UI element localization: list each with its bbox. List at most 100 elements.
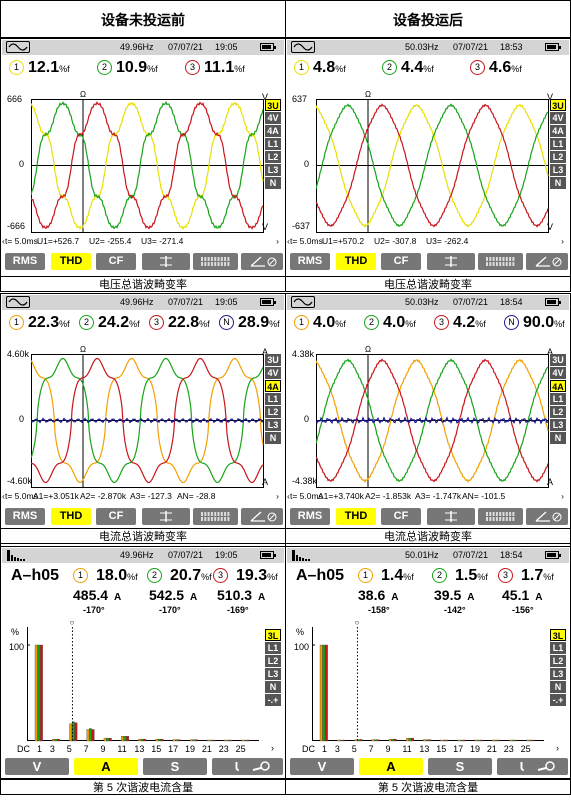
channel-button-l1[interactable]: L1 bbox=[550, 393, 566, 405]
channel-button-l2[interactable]: L2 bbox=[550, 406, 566, 418]
channel-button-l1[interactable]: L1 bbox=[265, 642, 281, 654]
channel-button-l1[interactable]: L1 bbox=[550, 642, 566, 654]
rms-button[interactable]: RMS bbox=[290, 253, 330, 270]
cursor-button[interactable] bbox=[142, 253, 190, 270]
cf-button[interactable]: CF bbox=[381, 253, 421, 270]
waveform-mode-icon[interactable] bbox=[6, 41, 30, 53]
channel-button-l2[interactable]: L2 bbox=[265, 655, 281, 667]
harmonic-order-label: A–h05 bbox=[296, 567, 345, 584]
scroll-left-arrow-icon[interactable]: ‹ bbox=[287, 236, 290, 246]
harmonics-mode-icon[interactable] bbox=[291, 549, 315, 561]
channel-button-3u[interactable]: 3U bbox=[550, 354, 566, 366]
grid-view-button[interactable] bbox=[193, 253, 238, 270]
waveform-mode-icon[interactable] bbox=[6, 296, 30, 308]
cf-button[interactable]: CF bbox=[96, 508, 136, 525]
harmonic-bar-chart bbox=[312, 627, 544, 742]
channel-button-l2[interactable]: L2 bbox=[550, 655, 566, 667]
channel-button-4v[interactable]: 4V bbox=[265, 112, 281, 124]
rms-button[interactable]: RMS bbox=[290, 508, 330, 525]
scroll-left-arrow-icon[interactable]: ‹ bbox=[287, 491, 290, 501]
channel-button-l2[interactable]: L2 bbox=[265, 151, 281, 163]
channel-button-l3[interactable]: L3 bbox=[265, 419, 281, 431]
scroll-left-arrow-icon[interactable]: ‹ bbox=[2, 236, 5, 246]
scroll-right-arrow-icon[interactable]: › bbox=[271, 743, 274, 753]
harmonic-screen-h_before: 49.96Hz 07/07/21 19:05 A–h05 1 18.0%f 2 20.7%f 3… bbox=[0, 546, 286, 779]
zoom-button[interactable] bbox=[524, 758, 568, 775]
s-mode-button[interactable]: S bbox=[428, 758, 492, 775]
cf-button[interactable]: CF bbox=[96, 253, 136, 270]
channel-button-4a[interactable]: 4A bbox=[265, 380, 281, 392]
channel-button-n[interactable]: N bbox=[550, 681, 566, 693]
zoom-button[interactable] bbox=[239, 758, 283, 775]
channel-button-4v[interactable]: 4V bbox=[265, 367, 281, 379]
channel-button-n[interactable]: N bbox=[265, 681, 281, 693]
channel-button-4a[interactable]: 4A bbox=[265, 125, 281, 137]
channel-button-4a[interactable]: 4A bbox=[550, 125, 566, 137]
channel-button-3u[interactable]: 3U bbox=[550, 99, 566, 111]
phase-angle-button[interactable] bbox=[526, 508, 568, 525]
channel-button-3u[interactable]: 3U bbox=[265, 99, 281, 111]
channel-button-3u[interactable]: 3U bbox=[265, 354, 281, 366]
thd-number: 4.0 bbox=[383, 314, 406, 331]
grid-view-button[interactable] bbox=[193, 508, 238, 525]
channel-button-l2[interactable]: L2 bbox=[550, 151, 566, 163]
harmonic-bar bbox=[138, 738, 141, 742]
channel-button-4a[interactable]: 4A bbox=[550, 380, 566, 392]
cf-button[interactable]: CF bbox=[381, 508, 421, 525]
phase-angle-button[interactable] bbox=[526, 253, 568, 270]
scroll-right-arrow-icon[interactable]: › bbox=[561, 491, 564, 501]
channel-button-l3[interactable]: L3 bbox=[550, 668, 566, 680]
cursor-button[interactable] bbox=[427, 253, 475, 270]
cursor-value-3: U3= -271.4 bbox=[141, 236, 184, 246]
grid-view-button[interactable] bbox=[478, 253, 523, 270]
cursor-button[interactable] bbox=[142, 508, 190, 525]
current-number: 485.4 bbox=[73, 587, 109, 603]
thd-button[interactable]: THD bbox=[51, 508, 91, 525]
channel-button-4v[interactable]: 4V bbox=[550, 112, 566, 124]
cursor-value-1: A1=+3.740k bbox=[318, 491, 364, 501]
channel-button-l3[interactable]: L3 bbox=[550, 164, 566, 176]
scroll-left-arrow-icon[interactable]: ‹ bbox=[2, 491, 5, 501]
rms-button[interactable]: RMS bbox=[5, 508, 45, 525]
v-mode-button[interactable]: V bbox=[5, 758, 69, 775]
channel-button-l1[interactable]: L1 bbox=[550, 138, 566, 150]
channel-button-n[interactable]: N bbox=[550, 177, 566, 189]
header-before: 设备未投运前 bbox=[0, 0, 286, 38]
channel-button-l3[interactable]: L3 bbox=[265, 668, 281, 680]
channel-button-[interactable]: -.+ bbox=[265, 694, 281, 706]
thd-unit: %f bbox=[59, 319, 70, 329]
phase-angle-button[interactable] bbox=[241, 508, 283, 525]
grid-view-button[interactable] bbox=[478, 508, 523, 525]
scroll-right-arrow-icon[interactable]: › bbox=[556, 743, 559, 753]
rms-button[interactable]: RMS bbox=[5, 253, 45, 270]
s-mode-button[interactable]: S bbox=[143, 758, 207, 775]
harmonics-mode-icon[interactable] bbox=[6, 549, 30, 561]
scroll-right-arrow-icon[interactable]: › bbox=[561, 236, 564, 246]
channel-button-l3[interactable]: L3 bbox=[550, 419, 566, 431]
a-mode-button[interactable]: A bbox=[74, 758, 138, 775]
scroll-right-arrow-icon[interactable]: › bbox=[276, 236, 279, 246]
channel-button-3l[interactable]: 3L bbox=[550, 629, 566, 641]
v-mode-button[interactable]: V bbox=[290, 758, 354, 775]
waveform-mode-icon[interactable] bbox=[291, 41, 315, 53]
channel-button-l1[interactable]: L1 bbox=[265, 393, 281, 405]
thd-button[interactable]: THD bbox=[336, 253, 376, 270]
phase-angle-button[interactable] bbox=[241, 253, 283, 270]
channel-button-l2[interactable]: L2 bbox=[265, 406, 281, 418]
cursor-button[interactable] bbox=[427, 508, 475, 525]
channel-button-4v[interactable]: 4V bbox=[550, 367, 566, 379]
channel-button-3l[interactable]: 3L bbox=[265, 629, 281, 641]
waveform-mode-icon[interactable] bbox=[291, 296, 315, 308]
a-mode-button[interactable]: A bbox=[359, 758, 423, 775]
channel-button-l3[interactable]: L3 bbox=[265, 164, 281, 176]
channel-button-n[interactable]: N bbox=[265, 177, 281, 189]
channel-button-[interactable]: -.+ bbox=[550, 694, 566, 706]
thd-button[interactable]: THD bbox=[336, 508, 376, 525]
thd-button[interactable]: THD bbox=[51, 253, 91, 270]
harmonic-bar bbox=[172, 739, 176, 742]
harmonic-bar bbox=[241, 739, 245, 742]
scroll-right-arrow-icon[interactable]: › bbox=[276, 491, 279, 501]
channel-button-n[interactable]: N bbox=[265, 432, 281, 444]
channel-button-n[interactable]: N bbox=[550, 432, 566, 444]
channel-button-l1[interactable]: L1 bbox=[265, 138, 281, 150]
